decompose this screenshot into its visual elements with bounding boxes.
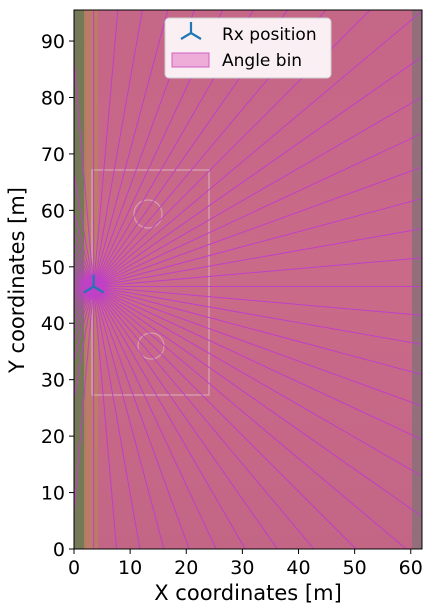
x-tick-label: 30 [230,557,254,579]
y-tick-label: 40 [41,313,65,335]
y-tick-label: 30 [41,370,65,392]
y-tick-label: 50 [41,257,65,279]
angle-bin-legend-icon [172,53,209,67]
y-tick-label: 20 [41,426,65,448]
x-tick-label: 50 [343,557,367,579]
legend: Rx position Angle bin [165,18,331,78]
y-axis-label: Y coordinates [m] [5,187,29,374]
x-axis-label: X coordinates [m] [154,581,342,605]
x-tick-label: 10 [118,557,142,579]
x-tick-label: 40 [286,557,310,579]
x-tick-label: 20 [174,557,198,579]
y-tick-label: 90 [41,31,65,53]
x-tick-label: 0 [68,557,80,579]
y-tick-label: 70 [41,144,65,166]
x-axis-ticks: 0 10 20 30 40 50 60 [68,549,423,579]
y-axis-ticks: 0 10 20 30 40 50 60 70 80 90 [41,31,74,561]
x-tick-label: 60 [399,557,423,579]
legend-label-angle-bin: Angle bin [222,51,302,71]
y-tick-label: 10 [41,483,65,505]
y-tick-label: 0 [53,539,65,561]
y-tick-label: 80 [41,87,65,109]
legend-label-rx-position: Rx position [222,25,317,45]
y-tick-label: 60 [41,200,65,222]
